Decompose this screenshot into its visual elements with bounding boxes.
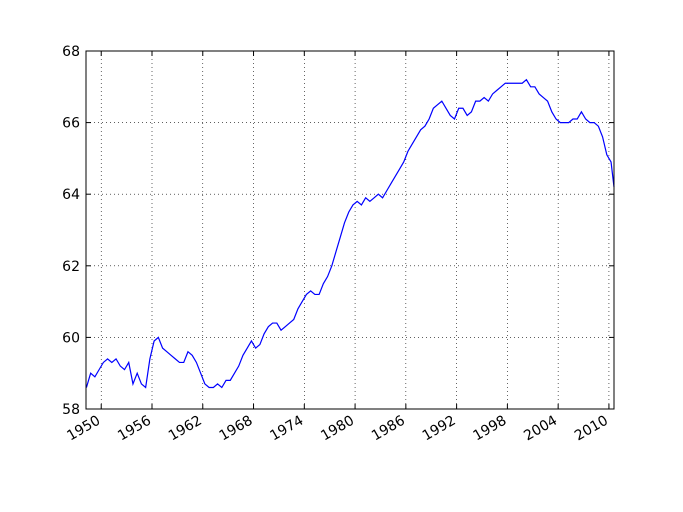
x-tick-label: 2010 xyxy=(572,413,611,445)
x-tick-label: 1992 xyxy=(420,413,459,445)
y-tick-label: 64 xyxy=(62,187,80,203)
y-tick-label: 58 xyxy=(62,402,80,418)
y-tick-label: 60 xyxy=(62,330,80,346)
x-tick-label: 1998 xyxy=(471,413,510,445)
x-tick-label: 1962 xyxy=(166,413,205,445)
y-tick-label: 68 xyxy=(62,44,80,60)
x-tick-label: 1974 xyxy=(267,413,306,445)
x-tick-label: 1986 xyxy=(369,413,408,445)
x-tick-label: 1968 xyxy=(217,413,256,445)
x-tick-label: 1956 xyxy=(115,413,154,445)
x-tick-label: 1980 xyxy=(318,413,357,445)
plot-frame xyxy=(85,50,615,410)
x-tick-label: 2004 xyxy=(521,413,560,445)
y-tick-label: 62 xyxy=(62,259,80,275)
data-line xyxy=(85,78,615,389)
y-tick-label: 66 xyxy=(62,116,80,132)
